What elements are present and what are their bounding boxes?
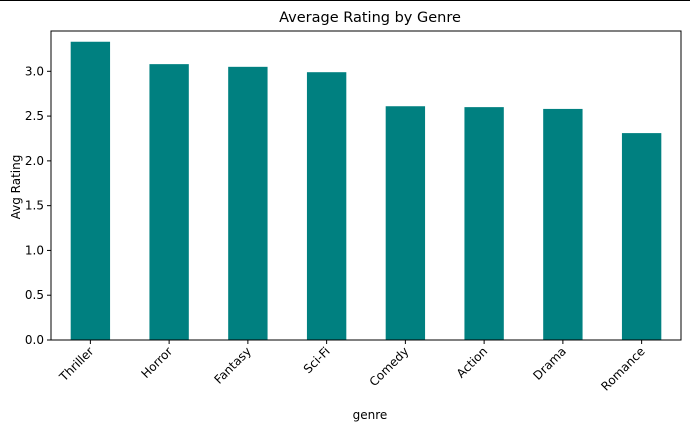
y-tick-label: 0.0 xyxy=(25,333,44,347)
chart-title: Average Rating by Genre xyxy=(279,10,461,26)
bars-group xyxy=(70,41,662,341)
y-tick-label: 1.0 xyxy=(25,243,44,257)
bar-drama xyxy=(543,108,583,340)
bar-horror xyxy=(149,64,189,340)
x-axis-label: genre xyxy=(353,408,388,422)
x-tick-label: Fantasy xyxy=(211,344,254,387)
x-tick-label: Drama xyxy=(530,344,569,383)
x-tick-label: Horror xyxy=(138,344,175,381)
y-tick-label: 2.5 xyxy=(25,109,44,123)
x-axis: Thriller Horror Fantasy Sci-Fi Comedy Action D… xyxy=(56,340,648,394)
y-tick-label: 0.5 xyxy=(25,288,44,302)
bar-sci-fi xyxy=(306,72,347,340)
bar-comedy xyxy=(385,106,426,341)
y-axis-label: Avg Rating xyxy=(9,155,23,220)
x-tick-label: Action xyxy=(454,344,490,380)
top-border-line xyxy=(0,0,690,1)
bar-thriller xyxy=(70,41,111,340)
y-tick-label: 1.5 xyxy=(25,199,44,213)
y-axis: 0.0 0.5 1.0 1.5 2.0 2.5 3.0 xyxy=(25,64,51,347)
y-tick-label: 3.0 xyxy=(25,64,44,78)
x-tick-label: Thriller xyxy=(56,344,96,384)
x-tick-label: Sci-Fi xyxy=(301,344,333,376)
x-tick-label: Romance xyxy=(598,344,647,393)
x-tick-label: Comedy xyxy=(367,344,412,389)
bar-action xyxy=(464,107,504,340)
bar-romance xyxy=(621,133,662,340)
y-tick-label: 2.0 xyxy=(25,154,44,168)
plot-frame xyxy=(50,30,682,341)
bar-fantasy xyxy=(228,66,268,341)
